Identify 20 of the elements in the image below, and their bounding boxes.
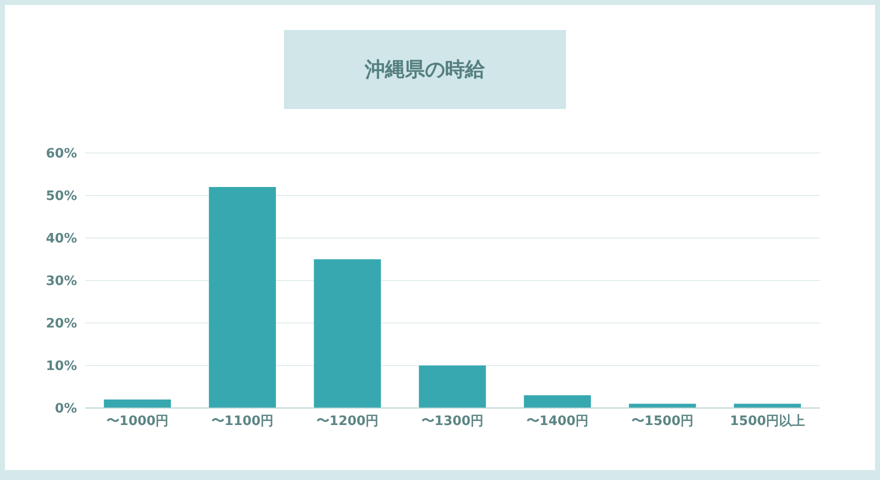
y-tick-label: 0% [54, 402, 77, 417]
bar [104, 400, 171, 408]
y-tick-label: 40% [46, 232, 77, 247]
y-tick-label: 10% [46, 359, 77, 374]
x-tick-label: 〜1300円 [421, 414, 484, 430]
bar [418, 366, 486, 408]
y-tick-label: 60% [46, 146, 77, 162]
bar [208, 187, 276, 408]
chart-title: 沖縄県の時給 [284, 30, 566, 109]
x-tick-label: 〜1100円 [211, 414, 274, 430]
y-tick-label: 50% [46, 189, 77, 204]
y-tick-label: 30% [46, 274, 77, 290]
x-tick-label: 〜1200円 [316, 414, 379, 430]
x-tick-label: 〜1500円 [631, 414, 694, 430]
x-tick-label: 〜1000円 [106, 414, 169, 430]
y-tick-label: 20% [46, 316, 77, 332]
bar [314, 259, 381, 408]
x-tick-label: 1500円以上 [730, 414, 806, 430]
bar [524, 395, 591, 408]
x-tick-label: 〜1400円 [526, 414, 589, 430]
